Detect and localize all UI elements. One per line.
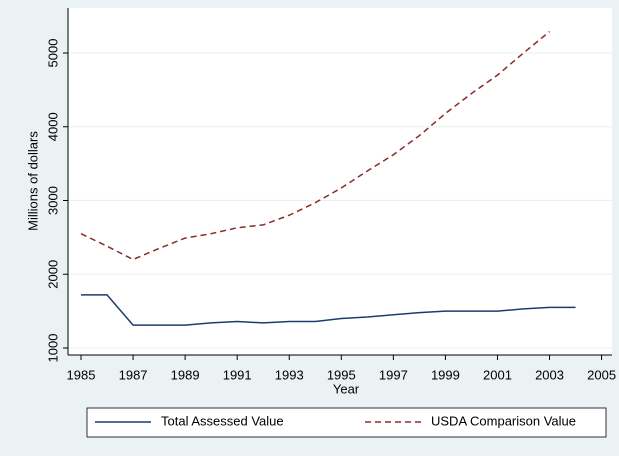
- y-tick-label: 2000: [45, 260, 60, 289]
- x-tick-label: 2003: [535, 367, 564, 382]
- x-tick-label: 1997: [379, 367, 408, 382]
- legend-label: Total Assessed Value: [161, 413, 284, 428]
- x-tick-label: 1993: [275, 367, 304, 382]
- x-tick-label: 1999: [431, 367, 460, 382]
- series-line: [81, 294, 576, 326]
- legend-box: [86, 407, 607, 438]
- y-tick-label: 4000: [45, 112, 60, 141]
- x-axis-title: Year: [333, 381, 360, 396]
- series-line: [80, 31, 551, 261]
- legend-label: USDA Comparison Value: [431, 413, 576, 428]
- x-tick-label: 1991: [223, 367, 252, 382]
- x-tick-label: 1987: [119, 367, 148, 382]
- plot-area: [68, 8, 612, 355]
- x-tick-label: 1989: [171, 367, 200, 382]
- y-tick-label: 3000: [45, 186, 60, 215]
- y-tick-label: 1000: [45, 334, 60, 363]
- x-tick-label: 2001: [483, 367, 512, 382]
- x-tick-label: 1995: [327, 367, 356, 382]
- y-tick-label: 5000: [45, 39, 60, 68]
- y-axis-title: Millions of dollars: [25, 131, 40, 231]
- x-tick-label: 1985: [67, 367, 96, 382]
- x-tick-label: 2005: [587, 367, 616, 382]
